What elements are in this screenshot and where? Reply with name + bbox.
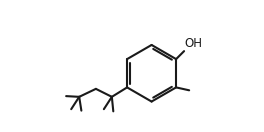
Text: OH: OH: [185, 37, 203, 50]
